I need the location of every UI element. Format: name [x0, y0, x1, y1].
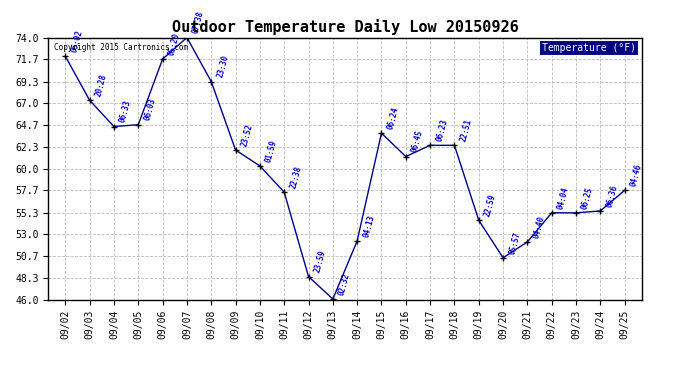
Text: 04:46: 04:46	[629, 163, 644, 188]
Text: 07:38: 07:38	[191, 10, 206, 35]
Text: 01:59: 01:59	[264, 138, 279, 163]
Text: 02:32: 02:32	[337, 272, 352, 296]
Text: 22:51: 22:51	[459, 118, 473, 142]
Text: Copyright 2015 Cartronics.com: Copyright 2015 Cartronics.com	[55, 43, 188, 52]
Text: 23:30: 23:30	[215, 54, 230, 79]
Text: 04:40: 04:40	[531, 214, 546, 239]
Text: 20:28: 20:28	[94, 73, 108, 98]
Text: 06:36: 06:36	[604, 183, 619, 208]
Text: 05:57: 05:57	[507, 230, 522, 255]
Text: 06:24: 06:24	[386, 106, 400, 130]
Title: Outdoor Temperature Daily Low 20150926: Outdoor Temperature Daily Low 20150926	[172, 19, 518, 35]
Text: 06:25: 06:25	[580, 185, 595, 210]
Text: 23:59: 23:59	[313, 249, 327, 274]
Text: 04:04: 04:04	[556, 185, 571, 210]
Text: 23:52: 23:52	[239, 123, 255, 147]
Text: 22:59: 22:59	[483, 193, 497, 217]
Text: 04:13: 04:13	[362, 213, 376, 238]
Text: Temperature (°F): Temperature (°F)	[542, 43, 635, 53]
Text: 06:02: 06:02	[70, 29, 84, 54]
Text: 05:20: 05:20	[167, 32, 181, 56]
Text: 06:33: 06:33	[118, 99, 132, 124]
Text: 06:45: 06:45	[410, 129, 424, 154]
Text: 06:03: 06:03	[142, 97, 157, 122]
Text: 06:23: 06:23	[434, 118, 449, 142]
Text: 22:38: 22:38	[288, 165, 303, 189]
